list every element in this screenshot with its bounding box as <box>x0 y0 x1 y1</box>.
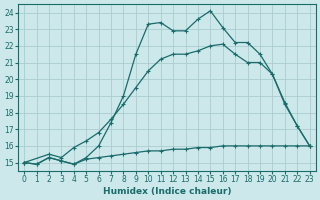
X-axis label: Humidex (Indice chaleur): Humidex (Indice chaleur) <box>103 187 231 196</box>
